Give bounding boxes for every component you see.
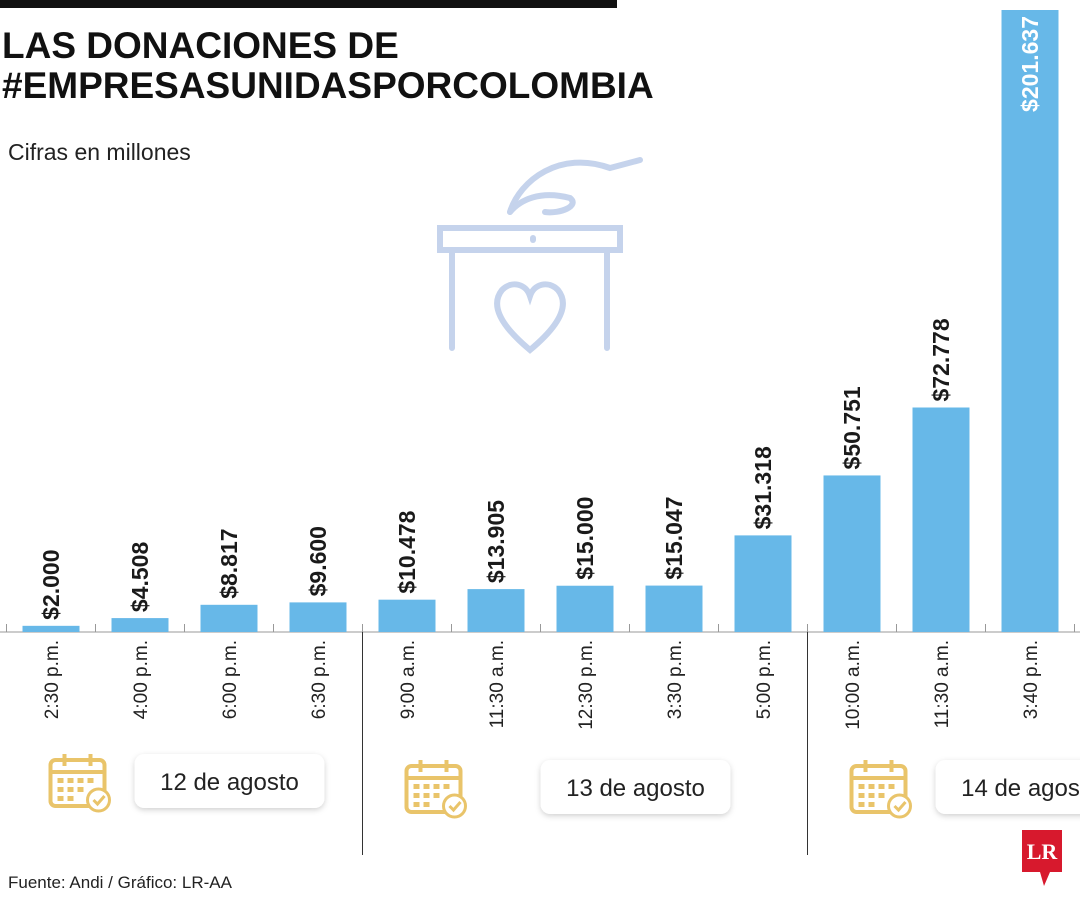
x-tick-label: 9:00 a.m. xyxy=(398,640,419,719)
x-tick-label: 2:30 p.m. xyxy=(42,640,63,719)
date-pill xyxy=(935,760,1080,814)
x-tick-label: 4:00 p.m. xyxy=(131,640,152,719)
date-pill xyxy=(540,760,731,814)
source: Fuente: Andi / Gráfico: LR-AA xyxy=(8,873,233,892)
x-tick-label: 3:40 p.m. xyxy=(1021,640,1042,719)
bar xyxy=(22,625,80,632)
bar xyxy=(645,585,703,632)
calendar-icon xyxy=(849,758,913,819)
value-label: $50.751 xyxy=(839,386,865,469)
bar xyxy=(556,585,614,632)
logo: LR xyxy=(1022,830,1062,886)
value-label: $8.817 xyxy=(216,528,242,598)
value-label: $4.508 xyxy=(127,542,153,613)
date-label: 14 de agosto xyxy=(961,775,1080,802)
bar xyxy=(467,589,525,632)
bar xyxy=(200,604,258,632)
logo-text: LR xyxy=(1027,839,1059,864)
calendar-icon xyxy=(48,752,112,813)
x-tick-label: 3:30 p.m. xyxy=(665,640,686,719)
chart-title: LAS DONACIONES DE xyxy=(2,25,399,66)
bar xyxy=(1001,10,1059,632)
x-tick-label: 12:30 p.m. xyxy=(576,640,597,730)
donation-icon xyxy=(437,157,643,354)
bar xyxy=(111,618,169,632)
value-label: $2.000 xyxy=(38,549,64,619)
value-label: $15.047 xyxy=(661,496,687,579)
top-rule xyxy=(0,0,617,8)
x-tick-label: 5:00 p.m. xyxy=(754,640,775,719)
value-label: $201.637 xyxy=(1017,16,1043,112)
value-label: $9.600 xyxy=(305,526,331,596)
x-tick-label: 6:30 p.m. xyxy=(309,640,330,719)
value-label: $72.778 xyxy=(928,318,954,401)
value-label: $13.905 xyxy=(483,500,509,583)
x-tick-label: 6:00 p.m. xyxy=(220,640,241,719)
x-tick-label: 11:30 a.m. xyxy=(932,640,953,728)
bar xyxy=(912,407,970,632)
date-label: 13 de agosto xyxy=(566,775,705,802)
bar xyxy=(378,599,436,632)
x-tick-label: 10:00 a.m. xyxy=(843,640,864,730)
value-label: $10.478 xyxy=(394,510,420,593)
value-label: $15.000 xyxy=(572,497,598,580)
chart-title: #EMPRESASUNIDASPORCOLOMBIA xyxy=(2,65,654,106)
value-label: $31.318 xyxy=(750,446,776,529)
bar xyxy=(289,602,347,632)
subtitle: Cifras en millones xyxy=(8,139,191,165)
bar xyxy=(734,535,792,632)
calendar-icon xyxy=(404,758,468,819)
date-label: 12 de agosto xyxy=(160,769,299,796)
date-pill xyxy=(134,754,325,808)
x-tick-label: 11:30 a.m. xyxy=(487,640,508,728)
bar xyxy=(823,475,881,632)
